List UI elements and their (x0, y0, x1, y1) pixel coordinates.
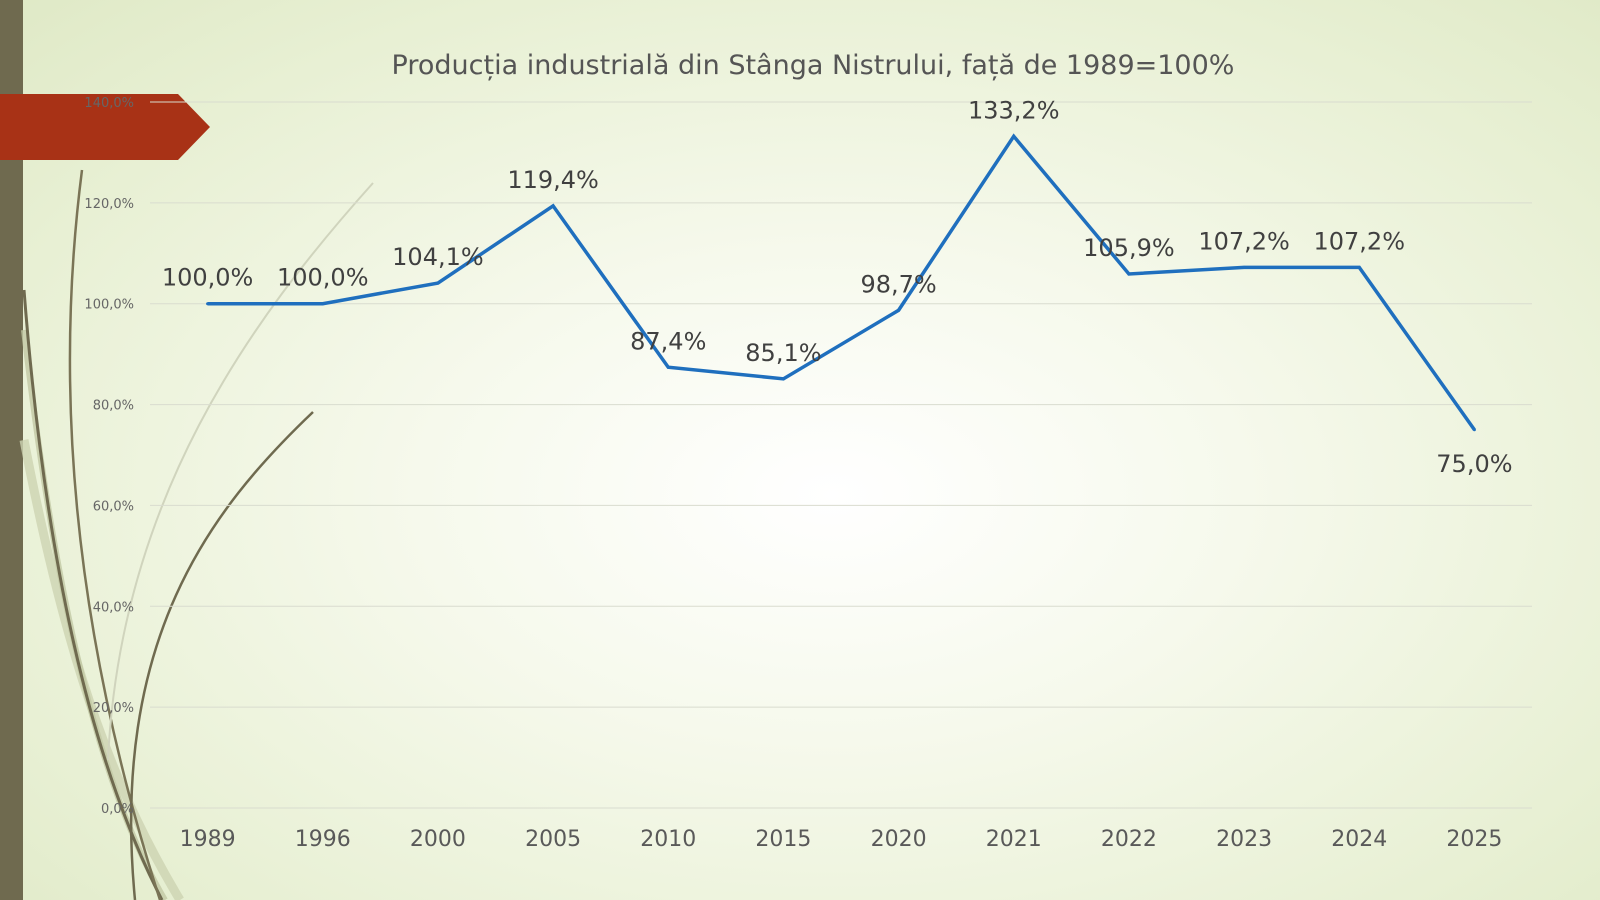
data-point (781, 377, 785, 381)
data-point (1472, 428, 1476, 432)
data-point (551, 204, 555, 208)
data-label: 107,2% (1198, 227, 1290, 255)
y-tick-label: 0,0% (101, 802, 134, 817)
gridlines (150, 101, 1532, 809)
data-label: 75,0% (1436, 450, 1512, 478)
accent-tab (0, 94, 210, 160)
side-bar (0, 0, 23, 900)
data-labels: 100,0% 100,0% 104,1% 119,4% 87,4% 85,1% 98,7% 1… (162, 96, 1513, 477)
data-label: 105,9% (1083, 234, 1175, 262)
data-label: 104,1% (392, 243, 484, 271)
data-label: 119,4% (507, 166, 599, 194)
y-axis: 0,0% 20,0% 40,0% 60,0% 80,0% 100,0% 120,0% 140,… (84, 96, 134, 817)
x-tick-label: 1989 (180, 827, 236, 852)
data-label: 87,4% (630, 327, 706, 355)
y-tick-label: 60,0% (93, 499, 134, 514)
x-tick-label: 2015 (755, 827, 811, 852)
data-label: 100,0% (162, 264, 254, 292)
data-point (321, 302, 325, 306)
series (206, 133, 1476, 432)
series-line (207, 133, 1476, 431)
y-tick-label: 40,0% (93, 600, 134, 615)
data-label: 98,7% (860, 270, 936, 298)
y-tick-label: 20,0% (93, 701, 134, 716)
data-point (1242, 265, 1246, 269)
data-point (1127, 272, 1131, 276)
chart-title: Producția industrială din Stânga Nistrul… (392, 50, 1235, 81)
x-axis: 1989 1996 2000 2005 2010 2015 2020 2021 2022 2023… (180, 827, 1503, 852)
x-tick-label: 2000 (410, 827, 466, 852)
data-label: 133,2% (968, 96, 1060, 124)
y-tick-label: 140,0% (84, 96, 134, 111)
data-point (1012, 134, 1016, 138)
y-tick-label: 120,0% (84, 197, 134, 212)
x-tick-label: 1996 (295, 827, 351, 852)
data-point (666, 365, 670, 369)
data-point (1357, 265, 1361, 269)
y-tick-label: 80,0% (93, 399, 134, 414)
x-tick-label: 2021 (986, 827, 1042, 852)
x-tick-label: 2023 (1216, 827, 1272, 852)
x-tick-label: 2024 (1331, 827, 1387, 852)
data-label: 100,0% (277, 264, 369, 292)
y-tick-label: 100,0% (84, 298, 134, 313)
data-label: 85,1% (745, 339, 821, 367)
data-point (897, 308, 901, 312)
x-tick-label: 2010 (640, 827, 696, 852)
x-tick-label: 2020 (871, 827, 927, 852)
data-point (436, 281, 440, 285)
x-tick-label: 2005 (525, 827, 581, 852)
x-tick-label: 2025 (1446, 827, 1502, 852)
data-point (206, 302, 210, 306)
x-tick-label: 2022 (1101, 827, 1157, 852)
data-label: 107,2% (1313, 227, 1405, 255)
